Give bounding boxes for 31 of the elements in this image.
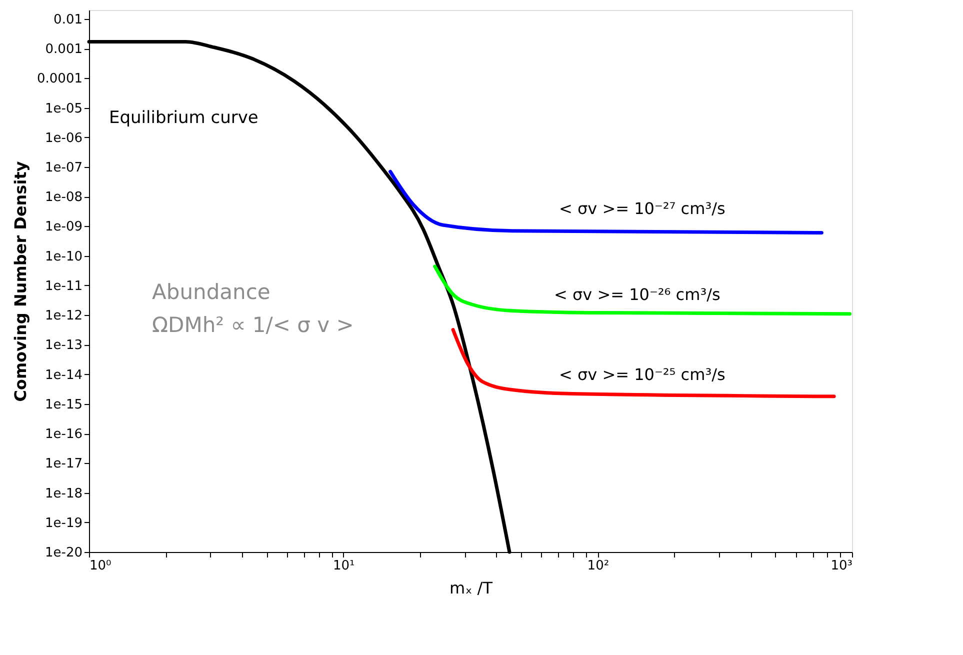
- annotation: < σv >= 10⁻²⁶ cm³/s: [554, 285, 720, 304]
- y-tick-label: 1e-07: [44, 160, 82, 176]
- y-tick-label: 1e-11: [44, 278, 82, 294]
- y-tick-label: 1e-13: [44, 338, 82, 354]
- x-tick-label: 10¹: [332, 558, 355, 574]
- x-tick-label: 10³: [830, 558, 852, 574]
- y-tick-label: 1e-20: [44, 546, 82, 560]
- y-tick-label: 1e-17: [44, 456, 82, 472]
- annotation: < σv >= 10⁻²⁵ cm³/s: [559, 365, 726, 384]
- y-tick-label: 1e-06: [44, 130, 82, 146]
- y-axis-title: Comoving Number Density: [11, 160, 30, 402]
- annotation: Abundance: [152, 280, 270, 304]
- y-tick-label: 1e-10: [44, 249, 82, 264]
- annotation: < σv >= 10⁻²⁷ cm³/s: [559, 199, 726, 218]
- x-tick-label: 10²: [587, 558, 610, 574]
- y-tick-label: 1e-16: [44, 427, 82, 442]
- y-tick-label: 1e-14: [44, 368, 82, 383]
- y-tick-label: 1e-15: [44, 397, 82, 412]
- y-tick-label: 1e-19: [44, 516, 82, 531]
- y-tick-label: 1e-08: [44, 190, 82, 206]
- y-tick-label: 1e-09: [44, 220, 82, 235]
- y-tick-label: 0.001: [45, 42, 82, 58]
- y-tick-label: 1e-12: [44, 308, 82, 324]
- x-tick-label: 10⁰: [90, 558, 112, 574]
- y-tick-label: 0.01: [54, 12, 82, 28]
- y-tick-label: 0.0001: [37, 72, 82, 87]
- annotation: ΩDMh² ∝ 1/< σ v >: [152, 313, 354, 337]
- annotation: Equilibrium curve: [109, 108, 258, 128]
- y-tick-label: 1e-18: [44, 486, 82, 502]
- y-tick-label: 1e-05: [44, 101, 82, 116]
- x-axis-title: mₓ /T: [450, 578, 493, 598]
